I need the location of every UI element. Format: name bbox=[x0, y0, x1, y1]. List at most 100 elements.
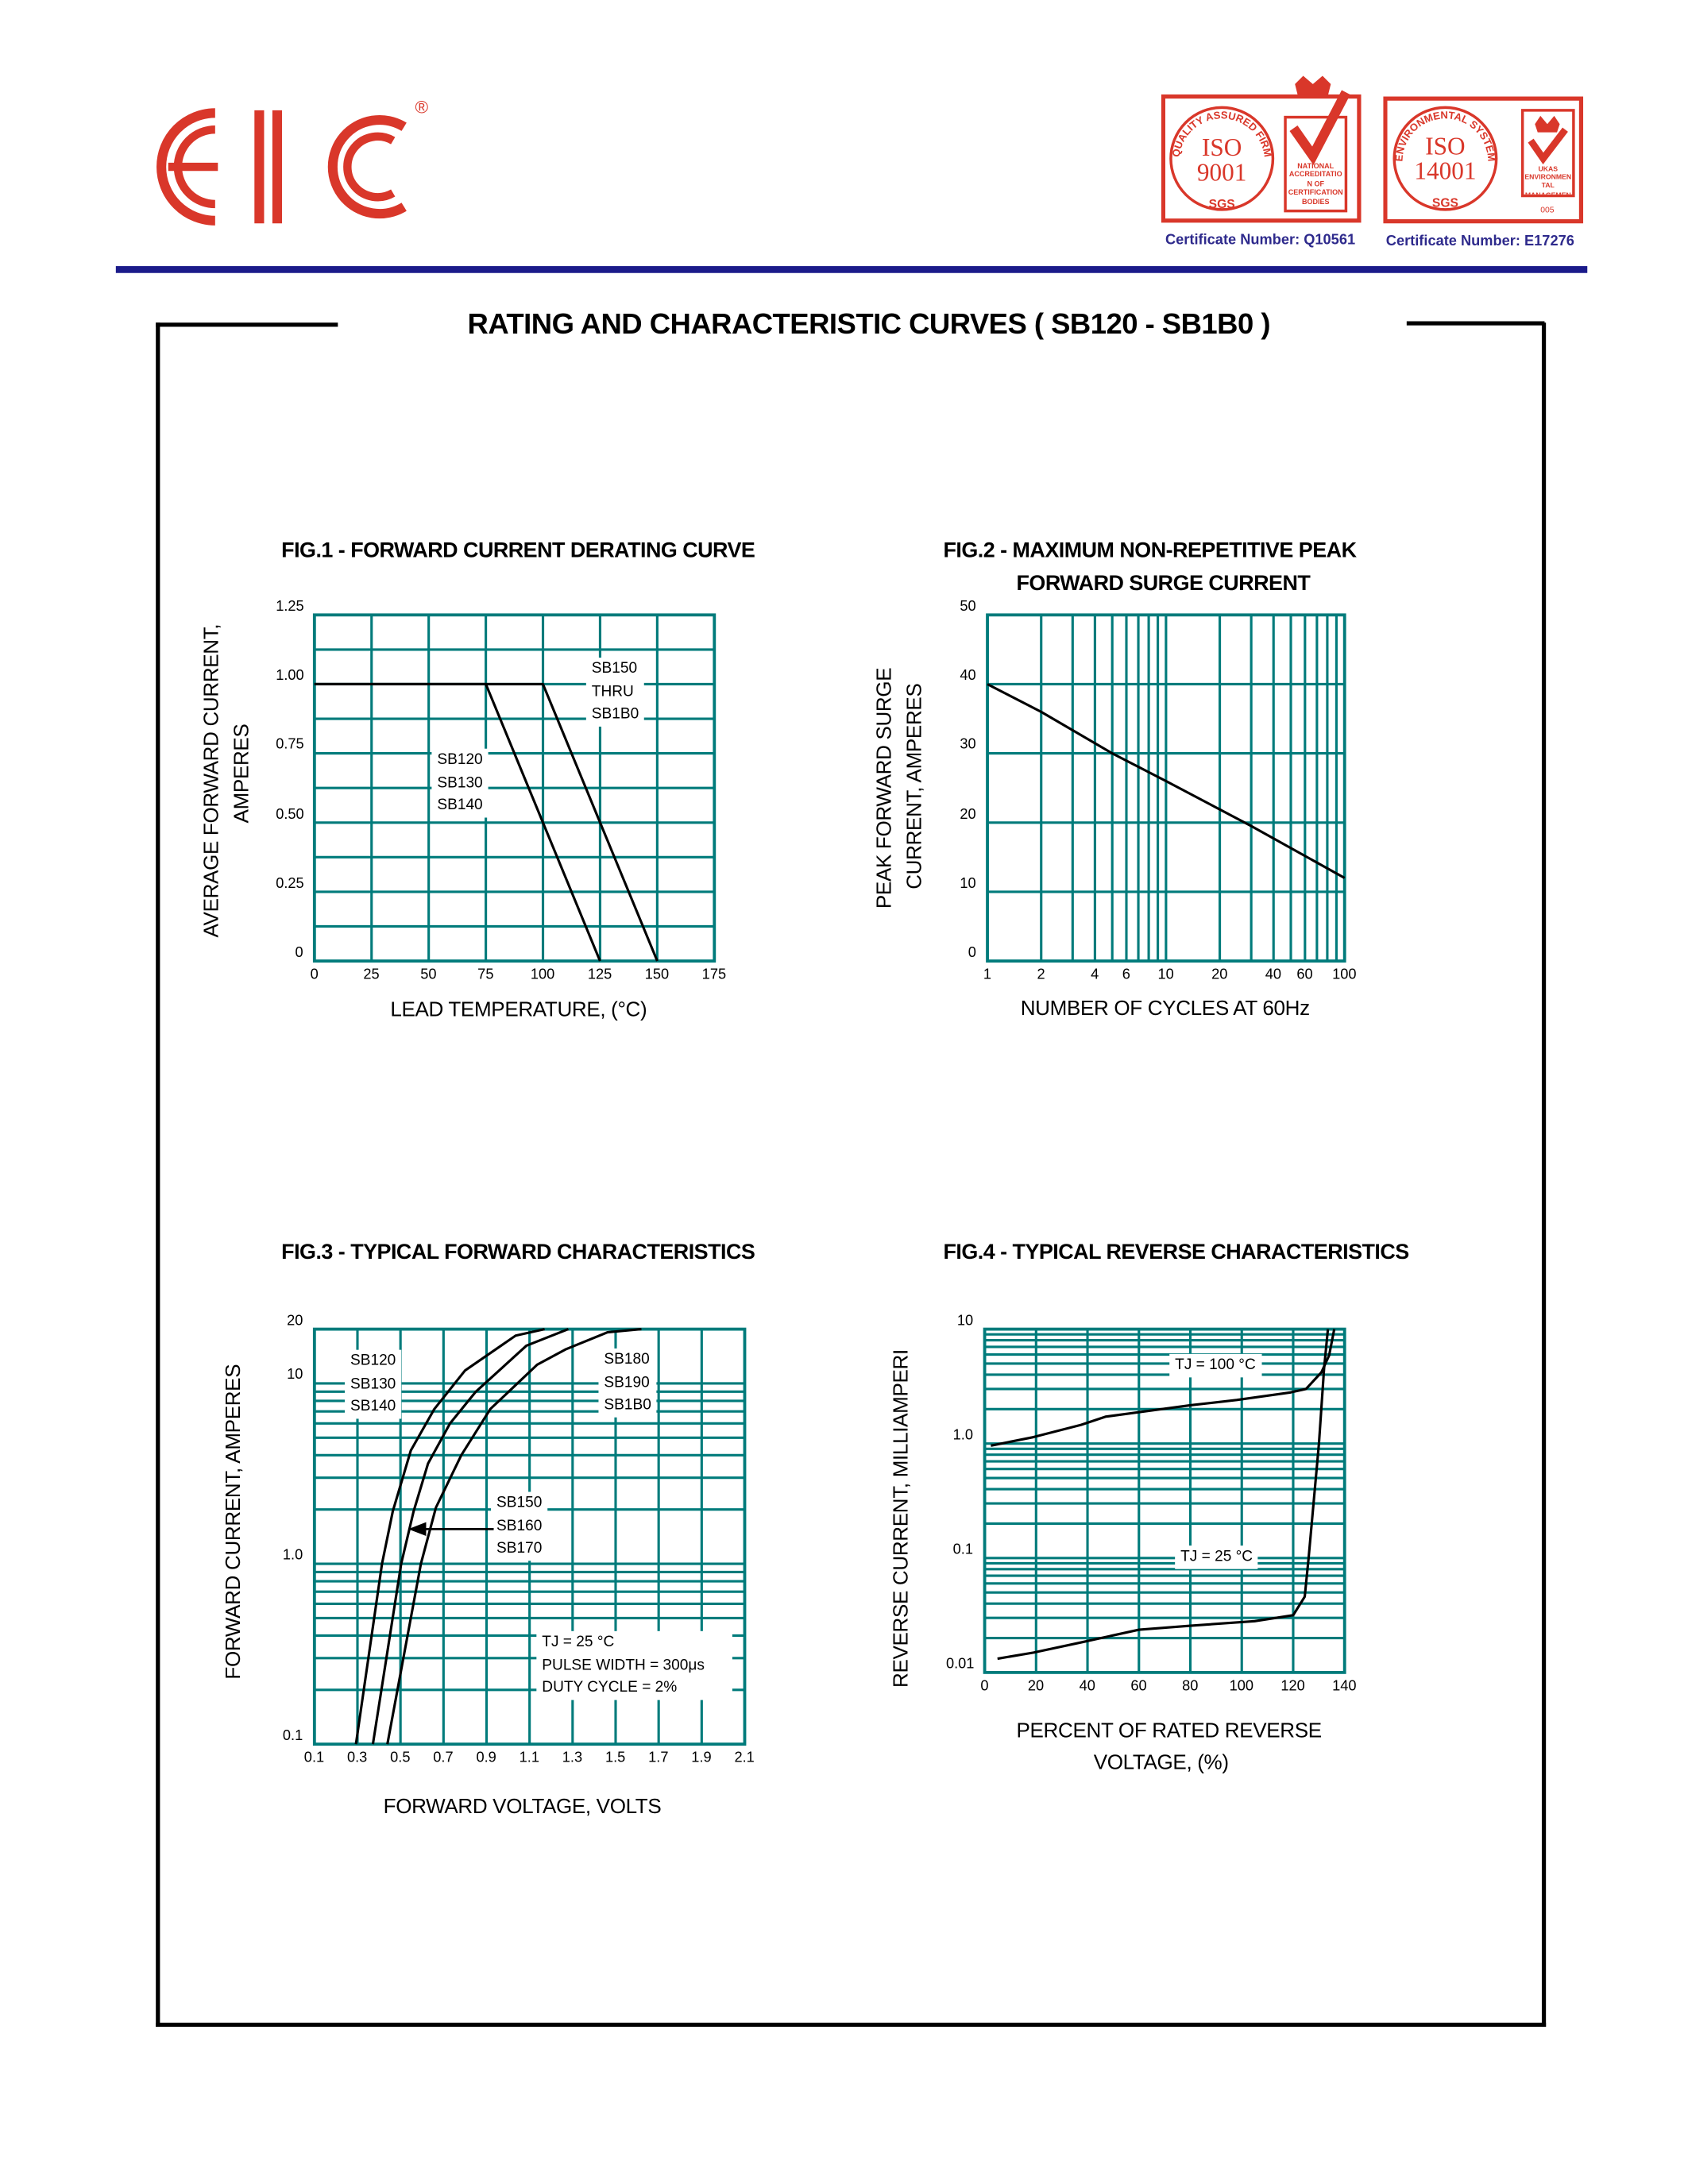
y-tick-label: 1.00 bbox=[276, 667, 304, 685]
fig3-series-label-sb120-140: SB120 SB130 SB140 bbox=[345, 1349, 402, 1418]
y-tick-label: 0 bbox=[968, 944, 976, 962]
frame-border-top-right bbox=[1406, 321, 1545, 326]
fig2-xlabel: NUMBER OF CYCLES AT 60Hz bbox=[1020, 997, 1310, 1021]
fig4-ylabel: REVERSE CURRENT, MILLIAMPERI bbox=[889, 1349, 914, 1688]
label-line: SB140 bbox=[350, 1398, 396, 1415]
fig4-chart bbox=[983, 1327, 1346, 1674]
x-tick-label: 50 bbox=[420, 967, 437, 983]
iso14001-standard: ISO bbox=[1425, 132, 1465, 160]
x-tick-label: 40 bbox=[1265, 967, 1282, 983]
fig1-ylabel-line2: AMPERES bbox=[230, 723, 254, 824]
x-tick-label: 0.3 bbox=[346, 1750, 368, 1766]
x-tick-label: 100 bbox=[1229, 1677, 1254, 1695]
x-tick-label: 10 bbox=[1157, 967, 1174, 983]
iso14001-seal-icon: ENVIRONMENTAL SYSTEM ISO 14001 SGS UKAS … bbox=[1383, 96, 1584, 224]
registered-mark: ® bbox=[415, 97, 429, 117]
x-tick-label: 2 bbox=[1037, 967, 1045, 983]
y-tick-label: 10 bbox=[956, 1312, 974, 1329]
y-tick-label: 50 bbox=[960, 598, 976, 615]
fig4-xlabel-line1: PERCENT OF RATED REVERSE bbox=[1016, 1719, 1323, 1743]
iso14001-body: SGS bbox=[1432, 196, 1458, 210]
label-line: SB1B0 bbox=[604, 1396, 651, 1414]
label-line: SB150 bbox=[496, 1494, 543, 1511]
x-tick-label: 100 bbox=[530, 967, 555, 983]
fig4-title: FIG.4 - TYPICAL REVERSE CHARACTERISTICS bbox=[943, 1241, 1409, 1265]
x-tick-label: 60 bbox=[1296, 967, 1313, 983]
label-line: SB160 bbox=[496, 1517, 543, 1534]
series-line-2 bbox=[371, 1328, 570, 1745]
plot-frame bbox=[983, 1327, 1346, 1674]
page-title: RATING AND CHARACTERISTIC CURVES ( SB120… bbox=[467, 308, 1271, 341]
fig3-series-label-sb150-170: SB150 SB160 SB170 bbox=[491, 1491, 548, 1561]
label-line: SB190 bbox=[604, 1374, 650, 1391]
eic-logo: ® bbox=[156, 97, 429, 226]
plot-frame bbox=[312, 1327, 747, 1746]
x-tick-label: 0.7 bbox=[433, 1750, 454, 1766]
fig3-xlabel: FORWARD VOLTAGE, VOLTS bbox=[383, 1795, 662, 1819]
fig4-series-label-tj25: TJ = 25 °C bbox=[1175, 1545, 1259, 1569]
label-line: SB1B0 bbox=[591, 705, 639, 723]
y-tick-label: 40 bbox=[960, 667, 976, 685]
y-tick-label: 0.1 bbox=[282, 1727, 303, 1745]
y-tick-label: 10 bbox=[287, 1367, 303, 1383]
x-tick-label: 1.7 bbox=[648, 1750, 669, 1766]
x-tick-label: 0.1 bbox=[303, 1750, 325, 1766]
y-tick-label: 0.1 bbox=[952, 1541, 974, 1558]
x-tick-label: 80 bbox=[1182, 1677, 1199, 1695]
iso9001-badge: QUALITY ASSURED FIRM ISO 9001 SGS NATION… bbox=[1161, 75, 1362, 224]
certificate-number-e17276: Certificate Number: E17276 bbox=[1385, 233, 1574, 250]
fig2-ylabel-line2: CURRENT, AMPERES bbox=[903, 683, 927, 889]
x-tick-label: 20 bbox=[1027, 1677, 1045, 1695]
iso9001-seal-icon: QUALITY ASSURED FIRM ISO 9001 SGS NATION… bbox=[1161, 75, 1362, 223]
x-tick-label: 0.9 bbox=[476, 1750, 496, 1766]
x-tick-label: 1.1 bbox=[519, 1750, 540, 1766]
fig1-series-label-sb150-1b0: SB150 THRU SB1B0 bbox=[585, 658, 645, 727]
fig2-chart bbox=[986, 613, 1346, 963]
iso14001-accreditation: UKAS ENVIRONMENTAL MANAGEMENT bbox=[1524, 165, 1572, 194]
x-tick-label: 100 bbox=[1332, 967, 1357, 983]
fig3-pointer-arrow-icon bbox=[408, 1522, 494, 1537]
series-line-1 bbox=[354, 1328, 545, 1745]
y-tick-label: 20 bbox=[287, 1312, 303, 1329]
x-tick-label: 150 bbox=[644, 967, 670, 983]
y-tick-label: 1.0 bbox=[952, 1426, 974, 1444]
x-tick-label: 40 bbox=[1079, 1677, 1095, 1695]
x-tick-label: 25 bbox=[363, 967, 380, 983]
fig1-ylabel-line1: AVERAGE FORWARD CURRENT, bbox=[199, 623, 224, 938]
y-tick-label: 10 bbox=[960, 875, 976, 892]
fig2-title-line1: FIG.2 - MAXIMUM NON-REPETITIVE PEAK bbox=[943, 538, 1357, 563]
y-tick-label: 30 bbox=[960, 736, 976, 754]
certificate-number-q10561: Certificate Number: Q10561 bbox=[1165, 231, 1356, 249]
plot-frame bbox=[986, 613, 1346, 963]
x-tick-label: 1 bbox=[983, 967, 991, 983]
iso9001-standard: ISO bbox=[1202, 133, 1242, 161]
label-line: SB180 bbox=[604, 1351, 650, 1368]
fig2-ylabel-line1: PEAK FORWARD SURGE bbox=[872, 667, 897, 909]
fig3-title: FIG.3 - TYPICAL FORWARD CHARACTERISTICS bbox=[281, 1241, 755, 1265]
iso14001-badge: ENVIRONMENTAL SYSTEM ISO 14001 SGS UKAS … bbox=[1383, 96, 1584, 225]
frame-border-top-left bbox=[156, 322, 338, 327]
fig3-series-label-sb180-1b0: SB180 SB190 SB1B0 bbox=[598, 1348, 657, 1417]
y-tick-label: 0.50 bbox=[276, 805, 304, 823]
iso9001-number: 9001 bbox=[1197, 158, 1246, 186]
label-line: THRU bbox=[591, 683, 634, 700]
x-tick-label: 1.3 bbox=[562, 1750, 583, 1766]
y-tick-label: 0.01 bbox=[945, 1656, 975, 1673]
fig1-chart bbox=[312, 613, 717, 963]
x-tick-label: 60 bbox=[1130, 1677, 1147, 1695]
series-line-2 bbox=[997, 1329, 1330, 1661]
fig3-ylabel: FORWARD CURRENT, AMPERES bbox=[222, 1364, 246, 1680]
series-line-3 bbox=[386, 1328, 642, 1745]
y-tick-label: 1.25 bbox=[276, 598, 304, 615]
fig2-title-line2: FORWARD SURGE CURRENT bbox=[1016, 572, 1311, 596]
x-tick-label: 1.9 bbox=[691, 1750, 712, 1766]
x-tick-label: 75 bbox=[477, 967, 494, 983]
label-line: SB130 bbox=[350, 1375, 396, 1392]
x-tick-label: 175 bbox=[701, 967, 727, 983]
fig1-title: FIG.1 - FORWARD CURRENT DERATING CURVE bbox=[281, 538, 755, 563]
fig3-conditions-annotation: TJ = 25 °C PULSE WIDTH = 300μs DUTY CYCL… bbox=[536, 1630, 732, 1700]
y-tick-label: 0.25 bbox=[276, 875, 304, 892]
fig1-series-label-sb120-140: SB120 SB130 SB140 bbox=[431, 748, 489, 817]
label-line: SB170 bbox=[496, 1540, 543, 1557]
x-tick-label: 0.5 bbox=[390, 1750, 411, 1766]
